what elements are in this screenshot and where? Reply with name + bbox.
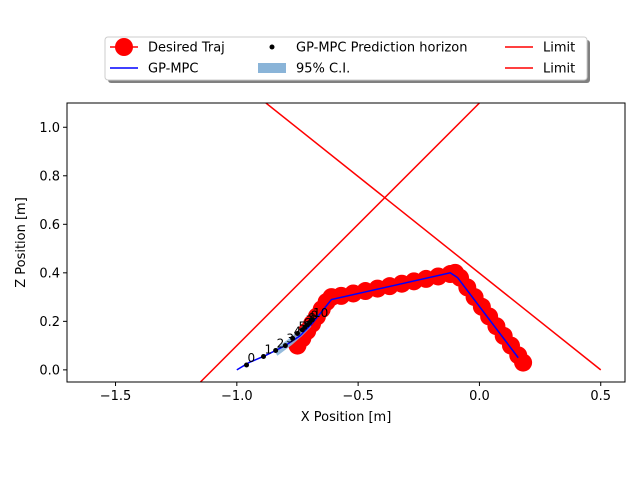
y-tick-label: 1.0 [39, 121, 60, 136]
legend-box [104, 36, 588, 81]
y-tick-label: 0.0 [39, 363, 60, 378]
plot-frame [66, 102, 626, 383]
prediction-point [290, 335, 296, 341]
legend-label: GP-MPC [148, 62, 198, 77]
legend-label: Limit [543, 41, 575, 56]
y-axis-title: Z Position [m] [14, 197, 29, 288]
prediction-point [309, 317, 315, 323]
legend-label: 95% C.I. [296, 62, 350, 77]
y-tick-label: 0.4 [39, 266, 60, 281]
axis-layer: −1.5 −1.0 −0.5 0.0 0.5 0.0 0.2 0.4 0.6 0.8 1.0 [39, 121, 611, 404]
limit-line-1 [199, 103, 480, 382]
y-tick-label: 0.2 [39, 315, 60, 330]
plot-layer: 012345678910 [199, 103, 602, 382]
legend-handle-dot [269, 44, 275, 50]
y-tick-label: 0.6 [39, 218, 60, 233]
gp-mpc-line [236, 272, 519, 371]
prediction-point-label: 10 [313, 306, 328, 320]
legend-label: Limit [543, 62, 575, 77]
x-tick-label: 0.5 [590, 389, 611, 404]
prediction-point-label: 2 [277, 336, 285, 350]
x-tick-label: −1.0 [221, 389, 253, 404]
legend-label: GP-MPC Prediction horizon [296, 41, 467, 56]
prediction-point-label: 1 [265, 343, 273, 357]
legend: Desired Traj GP-MPC GP-MPC Prediction hori… [104, 36, 590, 83]
prediction-point [282, 343, 288, 349]
prediction-point [261, 354, 267, 360]
legend-handle-marker [115, 38, 133, 56]
x-tick-label: 0.0 [469, 389, 490, 404]
prediction-point [294, 330, 300, 336]
x-tick-label: −1.5 [100, 389, 132, 404]
prediction-point-label: 9 [311, 309, 319, 323]
prediction-point-label: 5 [298, 319, 306, 333]
prediction-point [244, 362, 250, 368]
prediction-point-label: 0 [248, 351, 256, 365]
x-tick-label: −0.5 [342, 389, 374, 404]
legend-label: Desired Traj [148, 41, 225, 56]
prediction-point [273, 347, 279, 353]
legend-handle-patch [258, 63, 286, 73]
plot-content: 012345678910 [199, 103, 602, 382]
x-axis-title: X Position [m] [301, 410, 392, 425]
limit-line-2 [265, 103, 602, 371]
y-tick-label: 0.8 [39, 169, 60, 184]
